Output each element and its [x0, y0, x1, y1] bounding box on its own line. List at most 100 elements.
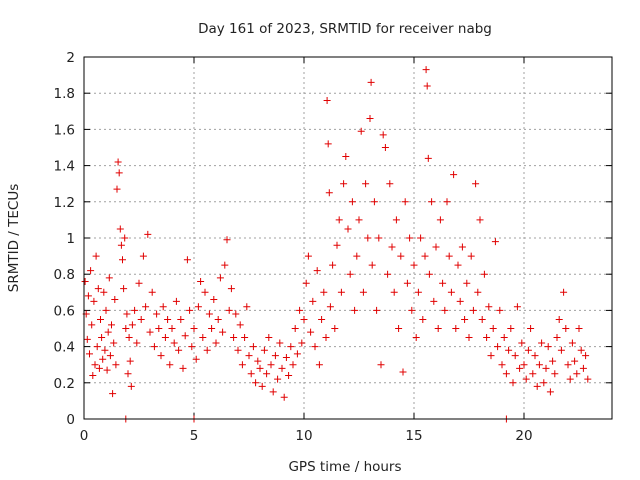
data-point — [105, 274, 113, 282]
y-axis-label: SRMTID / TECUs — [6, 184, 22, 292]
data-point — [480, 270, 488, 278]
data-point — [108, 321, 115, 329]
y-tick-label: 1.4 — [54, 159, 75, 175]
data-point — [353, 252, 361, 260]
data-point — [560, 288, 568, 296]
data-point — [564, 361, 572, 369]
data-point — [249, 343, 257, 351]
data-point — [121, 234, 129, 242]
data-point — [188, 343, 196, 351]
data-point — [502, 370, 510, 378]
data-point — [88, 321, 96, 329]
data-point — [269, 388, 277, 396]
data-point — [505, 346, 513, 354]
data-point — [102, 306, 110, 314]
data-point — [571, 357, 579, 365]
data-point — [97, 315, 104, 323]
data-point — [238, 361, 246, 369]
data-point — [110, 339, 118, 347]
x-tick-label: 20 — [515, 428, 532, 444]
data-point — [150, 343, 158, 351]
data-point — [258, 382, 266, 390]
data-point — [153, 310, 161, 318]
data-point — [128, 321, 136, 329]
data-point — [367, 78, 375, 86]
data-point — [230, 334, 238, 342]
data-point — [252, 379, 260, 387]
data-point — [399, 368, 407, 376]
data-point — [342, 153, 350, 161]
data-point — [351, 306, 359, 314]
data-point — [573, 370, 581, 378]
data-point — [516, 364, 524, 372]
data-point — [325, 189, 333, 197]
data-point — [254, 357, 262, 365]
y-tick-label: 2 — [66, 50, 75, 66]
data-point — [577, 346, 585, 354]
data-point — [524, 346, 532, 354]
data-point — [392, 216, 400, 224]
data-point — [500, 334, 508, 342]
data-point — [381, 144, 389, 151]
data-point — [113, 185, 121, 193]
data-point — [397, 252, 405, 260]
data-point — [227, 285, 235, 293]
data-point — [203, 346, 211, 354]
data-point — [313, 267, 321, 275]
y-tick-label: 0 — [66, 412, 75, 428]
data-point — [487, 352, 495, 360]
data-point — [410, 261, 418, 269]
data-point — [346, 270, 354, 278]
data-point — [422, 66, 430, 74]
data-point — [568, 339, 576, 347]
data-point — [216, 274, 224, 282]
data-point — [298, 339, 306, 347]
data-point — [119, 256, 126, 264]
data-point — [498, 361, 506, 369]
data-point — [375, 234, 383, 242]
data-point — [454, 261, 462, 269]
data-point — [159, 303, 167, 311]
data-point — [513, 303, 521, 311]
data-point — [212, 339, 220, 347]
data-point — [274, 375, 282, 383]
data-point — [544, 343, 552, 351]
data-point — [450, 171, 458, 179]
data-point — [439, 279, 447, 287]
data-point — [276, 339, 284, 347]
data-point — [434, 325, 442, 332]
data-point — [302, 279, 310, 287]
data-point — [280, 393, 288, 401]
data-point — [335, 216, 343, 224]
data-point — [89, 372, 97, 380]
data-point — [430, 297, 438, 305]
data-point — [452, 325, 460, 332]
data-point — [307, 328, 315, 336]
data-point — [412, 334, 420, 342]
data-point — [584, 375, 592, 383]
data-point — [447, 288, 455, 296]
data-point — [291, 325, 299, 332]
data-point — [315, 361, 323, 369]
data-point — [210, 296, 218, 304]
data-point — [425, 270, 433, 278]
data-point — [355, 216, 363, 224]
data-point — [384, 270, 392, 278]
data-point — [428, 198, 436, 206]
y-tick-label: 1.2 — [54, 195, 75, 211]
x-tick-label: 10 — [295, 428, 312, 444]
data-point — [99, 355, 107, 363]
data-point — [205, 310, 213, 318]
data-point — [84, 292, 92, 300]
data-point — [509, 379, 517, 387]
data-point — [322, 334, 330, 342]
data-point — [456, 297, 464, 305]
data-point — [421, 252, 429, 260]
x-axis-label: GPS time / hours — [288, 459, 401, 475]
data-point — [144, 230, 152, 238]
data-point — [282, 353, 290, 361]
data-point — [86, 350, 93, 358]
data-point — [441, 306, 449, 314]
data-point — [146, 328, 154, 336]
data-point — [491, 238, 499, 246]
